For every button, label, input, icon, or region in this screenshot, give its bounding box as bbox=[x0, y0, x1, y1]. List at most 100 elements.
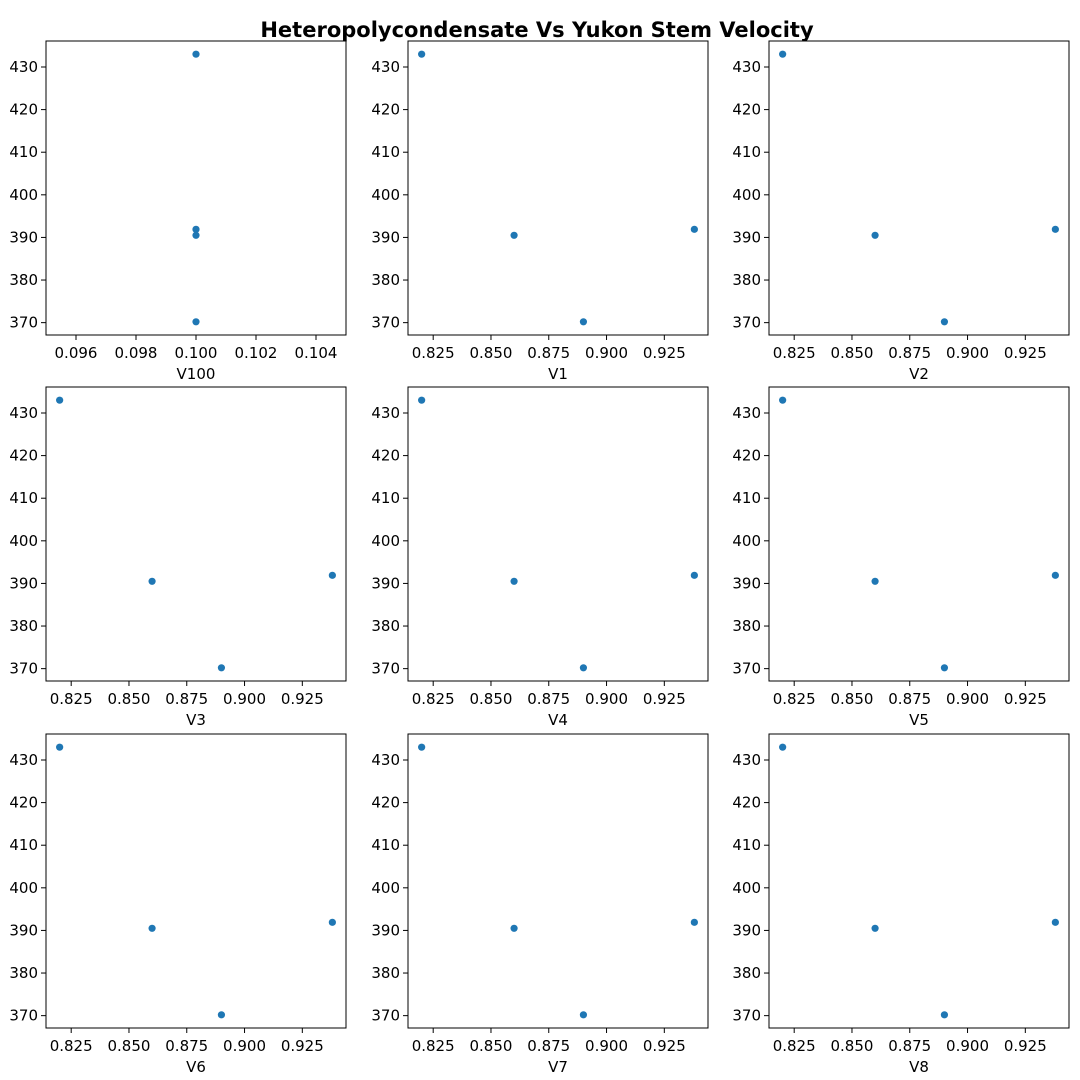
y-tick-label: 430 bbox=[9, 58, 38, 76]
x-tick-label: 0.104 bbox=[295, 344, 338, 362]
y-tick-label: 370 bbox=[371, 660, 400, 678]
scatter-panel: 370 380 390 400 410 420 430 0.825 0.850 0.875 0.90… bbox=[371, 386, 709, 729]
scatter-point bbox=[217, 664, 226, 672]
y-tick-label: 400 bbox=[371, 879, 400, 897]
y-tick-label: 380 bbox=[732, 271, 761, 289]
x-tick-label: 0.875 bbox=[527, 690, 570, 708]
y-tick-label: 430 bbox=[371, 58, 400, 76]
x-axis-label: V4 bbox=[548, 711, 568, 729]
scatter-point bbox=[192, 318, 200, 326]
scatter-point bbox=[192, 231, 200, 239]
y-tick-label: 370 bbox=[732, 1007, 761, 1025]
scatter-point bbox=[690, 571, 698, 579]
scatter-point bbox=[328, 571, 336, 579]
y-tick-label: 380 bbox=[9, 271, 38, 289]
scatter-point bbox=[510, 924, 518, 932]
scatter-point bbox=[871, 577, 879, 585]
scatter-point bbox=[871, 231, 879, 239]
x-tick-label: 0.925 bbox=[1004, 690, 1047, 708]
figure-title: Heteropolycondensate Vs Yukon Stem Veloc… bbox=[260, 18, 814, 42]
y-tick-label: 430 bbox=[9, 751, 38, 769]
scatter-point bbox=[1051, 918, 1059, 926]
y-tick-label: 390 bbox=[9, 574, 38, 592]
x-tick-label: 0.875 bbox=[888, 1037, 931, 1055]
y-tick-label: 390 bbox=[371, 228, 400, 246]
y-tick-label: 410 bbox=[371, 143, 400, 161]
x-tick-label: 0.925 bbox=[281, 1037, 324, 1055]
y-tick-label: 410 bbox=[371, 836, 400, 854]
x-tick-label: 0.825 bbox=[50, 1037, 93, 1055]
x-tick-label: 0.925 bbox=[1004, 1037, 1047, 1055]
y-tick-label: 430 bbox=[371, 751, 400, 769]
x-tick-label: 0.925 bbox=[1004, 344, 1047, 362]
scatter-point bbox=[779, 396, 787, 404]
scatter-point bbox=[940, 664, 949, 672]
x-tick-label: 0.900 bbox=[946, 1037, 989, 1055]
y-tick-label: 410 bbox=[732, 836, 761, 854]
scatter-point bbox=[690, 225, 698, 233]
scatter-point bbox=[56, 396, 64, 404]
y-tick-label: 420 bbox=[371, 101, 400, 119]
y-tick-label: 420 bbox=[9, 101, 38, 119]
x-tick-label: 0.900 bbox=[585, 1037, 628, 1055]
y-tick-label: 400 bbox=[371, 532, 400, 550]
y-tick-label: 400 bbox=[371, 186, 400, 204]
plot-frame bbox=[768, 386, 1070, 682]
scatter-panel: 370 380 390 400 410 420 430 0.825 0.850 0.875 0.90… bbox=[732, 733, 1070, 1076]
scatter-panel: 370 380 390 400 410 420 430 0.825 0.850 0.875 0.90… bbox=[732, 40, 1070, 383]
scatter-point bbox=[418, 50, 426, 58]
x-tick-label: 0.825 bbox=[773, 1037, 816, 1055]
y-tick-label: 420 bbox=[9, 794, 38, 812]
scatter-panel: 370 380 390 400 410 420 430 0.825 0.850 0.875 0.90… bbox=[371, 40, 709, 383]
scatter-point bbox=[192, 50, 200, 58]
scatter-panel: 370 380 390 400 410 420 430 0.825 0.850 0.875 0.90… bbox=[371, 733, 709, 1076]
scatter-point bbox=[940, 318, 949, 326]
x-tick-label: 0.850 bbox=[830, 344, 873, 362]
y-tick-label: 370 bbox=[9, 314, 38, 332]
scatter-panel: 370 380 390 400 410 420 430 0.825 0.850 0.875 0.90… bbox=[9, 386, 347, 729]
x-tick-label: 0.825 bbox=[412, 1037, 455, 1055]
y-tick-label: 400 bbox=[9, 879, 38, 897]
x-tick-label: 0.850 bbox=[107, 1037, 150, 1055]
x-tick-label: 0.875 bbox=[165, 1037, 208, 1055]
scatter-panel: 370 380 390 400 410 420 430 0.825 0.850 0.875 0.90… bbox=[9, 733, 347, 1076]
y-tick-label: 370 bbox=[9, 660, 38, 678]
x-tick-label: 0.900 bbox=[223, 690, 266, 708]
x-axis-label: V100 bbox=[177, 365, 216, 383]
y-tick-label: 420 bbox=[732, 447, 761, 465]
x-tick-label: 0.900 bbox=[223, 1037, 266, 1055]
y-tick-label: 370 bbox=[371, 1007, 400, 1025]
y-tick-label: 370 bbox=[9, 1007, 38, 1025]
y-tick-label: 400 bbox=[732, 879, 761, 897]
plot-frame bbox=[407, 733, 709, 1029]
y-tick-label: 420 bbox=[371, 447, 400, 465]
scatter-point bbox=[56, 743, 64, 751]
y-tick-label: 420 bbox=[371, 794, 400, 812]
x-tick-label: 0.900 bbox=[585, 690, 628, 708]
x-tick-label: 0.850 bbox=[469, 690, 512, 708]
x-tick-label: 0.875 bbox=[888, 690, 931, 708]
plot-frame bbox=[407, 386, 709, 682]
y-tick-label: 380 bbox=[371, 964, 400, 982]
y-tick-label: 390 bbox=[732, 921, 761, 939]
scatter-point bbox=[510, 231, 518, 239]
y-tick-label: 370 bbox=[732, 660, 761, 678]
scatter-point bbox=[148, 924, 156, 932]
x-tick-label: 0.825 bbox=[412, 690, 455, 708]
y-tick-label: 430 bbox=[732, 751, 761, 769]
x-tick-label: 0.100 bbox=[175, 344, 218, 362]
x-axis-label: V7 bbox=[548, 1058, 568, 1076]
y-tick-label: 420 bbox=[732, 101, 761, 119]
y-tick-label: 410 bbox=[9, 836, 38, 854]
x-tick-label: 0.875 bbox=[527, 344, 570, 362]
scatter-point bbox=[418, 396, 426, 404]
y-tick-label: 380 bbox=[732, 964, 761, 982]
scatter-point bbox=[779, 743, 787, 751]
scatter-point bbox=[779, 50, 787, 58]
x-tick-label: 0.875 bbox=[165, 690, 208, 708]
x-axis-label: V2 bbox=[909, 365, 929, 383]
scatter-point bbox=[579, 1011, 588, 1019]
scatter-panel: 370 380 390 400 410 420 430 0.825 0.850 0.875 0.90… bbox=[732, 386, 1070, 729]
scatter-point bbox=[579, 664, 588, 672]
y-tick-label: 410 bbox=[732, 143, 761, 161]
